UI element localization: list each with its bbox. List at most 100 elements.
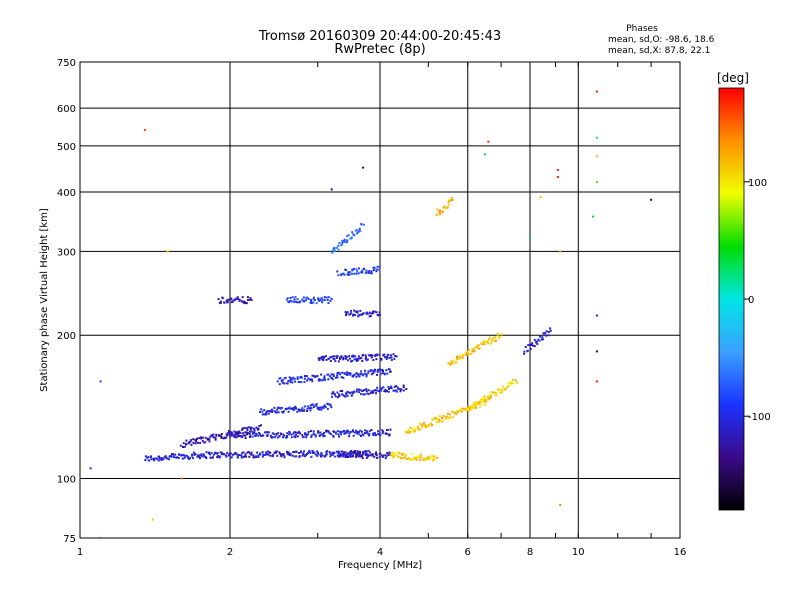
echo-point bbox=[474, 406, 477, 409]
echo-point bbox=[331, 392, 333, 395]
echo-point bbox=[441, 210, 444, 213]
echo-point bbox=[461, 410, 463, 413]
echo-point bbox=[535, 340, 538, 343]
echo-point bbox=[243, 300, 246, 303]
echo-point bbox=[361, 360, 364, 362]
echo-point bbox=[240, 455, 243, 458]
echo-point bbox=[192, 457, 194, 460]
echo-point bbox=[191, 453, 194, 456]
echo-point bbox=[357, 267, 360, 270]
echo-point bbox=[483, 395, 486, 398]
echo-point bbox=[322, 405, 325, 408]
echo-point bbox=[346, 429, 349, 432]
echo-point bbox=[234, 436, 237, 439]
echo-point bbox=[264, 431, 267, 434]
echo-point bbox=[419, 453, 422, 456]
echo-point bbox=[506, 386, 509, 389]
echo-point bbox=[368, 433, 371, 436]
echo-point bbox=[220, 433, 223, 435]
echo-point bbox=[285, 382, 288, 385]
echo-point bbox=[303, 405, 306, 408]
echo-point bbox=[221, 453, 223, 455]
echo-point bbox=[401, 454, 404, 457]
echo-point bbox=[234, 431, 237, 434]
echo-point bbox=[286, 382, 289, 385]
echo-point bbox=[267, 412, 270, 415]
echo-point bbox=[493, 339, 496, 342]
echo-point bbox=[372, 389, 375, 392]
echo-point bbox=[301, 454, 304, 457]
echo-point bbox=[373, 370, 376, 373]
echo-point bbox=[338, 451, 341, 453]
echo-point bbox=[595, 314, 598, 317]
echo-point bbox=[307, 430, 310, 433]
echo-point bbox=[294, 296, 297, 299]
echo-point bbox=[398, 456, 401, 459]
echo-point bbox=[240, 300, 243, 303]
echo-point bbox=[270, 408, 273, 411]
echo-point bbox=[464, 407, 467, 410]
x-axis-ticks: 1 2 4 6 8 10 16 bbox=[77, 62, 686, 558]
echo-point bbox=[336, 376, 339, 379]
echo-point bbox=[313, 451, 316, 454]
echo-point bbox=[348, 435, 351, 438]
echo-point bbox=[165, 456, 168, 459]
echo-point bbox=[489, 342, 492, 345]
echo-point bbox=[351, 429, 354, 432]
echo-point bbox=[227, 430, 230, 432]
echo-point bbox=[424, 425, 427, 428]
echo-point bbox=[249, 298, 251, 301]
echo-point bbox=[274, 451, 277, 454]
echo-point bbox=[309, 301, 312, 304]
y-axis-ticks: 75 100 200 300 400 500 600 750 bbox=[57, 58, 76, 545]
echo-point bbox=[198, 437, 201, 440]
echo-point bbox=[382, 430, 385, 433]
echo-point bbox=[537, 338, 540, 341]
echo-point bbox=[523, 352, 526, 355]
echo-point bbox=[528, 343, 531, 346]
echo-point bbox=[244, 437, 247, 440]
echo-point bbox=[380, 358, 383, 361]
echo-point bbox=[486, 395, 489, 398]
echo-point bbox=[338, 435, 341, 438]
echo-point bbox=[352, 374, 355, 377]
echo-point bbox=[388, 451, 391, 454]
echo-point bbox=[192, 438, 195, 441]
echo-point bbox=[333, 355, 336, 358]
echo-point bbox=[278, 383, 281, 386]
echo-point bbox=[372, 372, 375, 374]
echo-point bbox=[388, 388, 390, 390]
echo-point bbox=[400, 452, 403, 455]
x-tick-label: 4 bbox=[377, 547, 383, 558]
echo-point bbox=[374, 389, 376, 392]
echo-point bbox=[365, 359, 368, 362]
echo-point bbox=[414, 456, 416, 459]
echo-point bbox=[208, 440, 211, 443]
echo-point bbox=[322, 407, 325, 410]
echo-point bbox=[392, 453, 394, 455]
echo-point bbox=[341, 390, 344, 393]
echo-point bbox=[500, 333, 503, 336]
echo-point bbox=[238, 430, 241, 433]
echo-point bbox=[287, 380, 290, 382]
echo-point bbox=[180, 454, 183, 457]
echo-point bbox=[344, 456, 347, 458]
echo-point bbox=[366, 271, 369, 274]
echo-point bbox=[389, 386, 392, 389]
echo-point bbox=[356, 270, 359, 273]
echo-point bbox=[354, 310, 357, 313]
echo-point bbox=[263, 409, 266, 411]
echo-point bbox=[292, 409, 295, 412]
echo-point bbox=[545, 334, 548, 337]
echo-point bbox=[334, 249, 337, 252]
echo-point bbox=[277, 411, 280, 414]
echo-point bbox=[192, 441, 195, 444]
echo-point bbox=[449, 364, 452, 367]
echo-point bbox=[219, 451, 222, 454]
echo-point bbox=[337, 274, 340, 277]
echo-point bbox=[327, 373, 330, 376]
echo-point bbox=[337, 455, 340, 458]
echo-point bbox=[344, 431, 347, 434]
echo-point bbox=[341, 453, 343, 456]
echo-point bbox=[174, 453, 177, 456]
